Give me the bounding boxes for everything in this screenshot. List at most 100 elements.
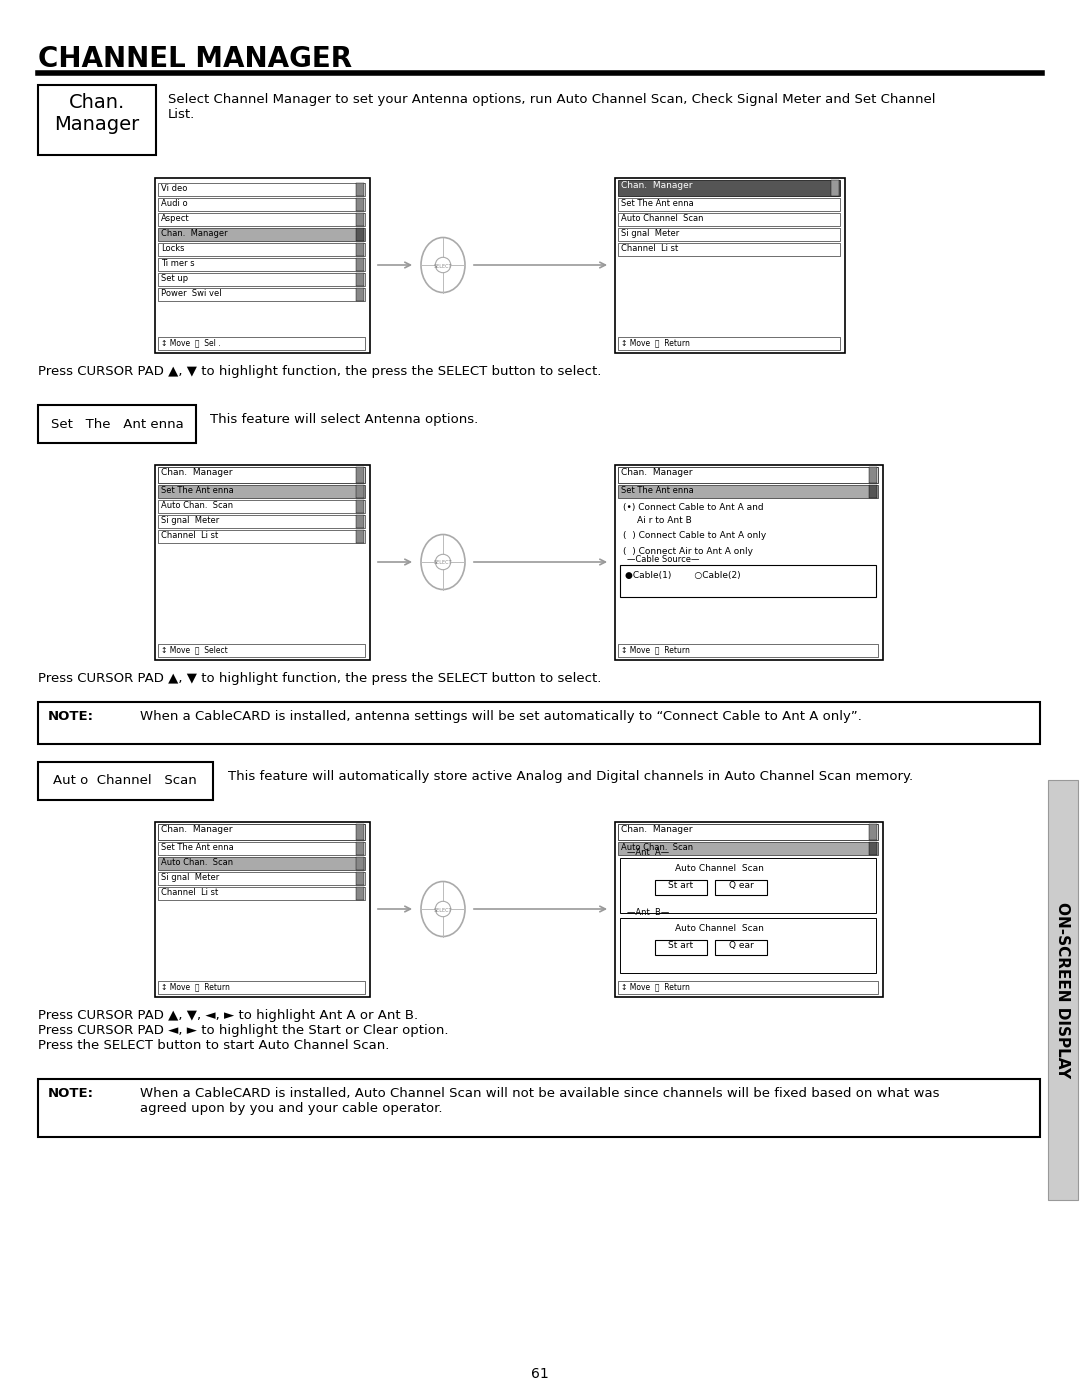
Bar xyxy=(156,177,370,353)
Text: Auto Channel  Scan: Auto Channel Scan xyxy=(675,863,764,873)
Bar xyxy=(356,515,364,528)
Bar xyxy=(38,703,1040,745)
Text: St art: St art xyxy=(669,942,693,950)
Bar xyxy=(158,644,365,657)
Bar xyxy=(356,485,364,497)
Text: ↕ Move  Ⓢ  Return: ↕ Move Ⓢ Return xyxy=(621,645,690,654)
Bar xyxy=(618,337,840,351)
Text: SELECT: SELECT xyxy=(434,560,453,566)
Ellipse shape xyxy=(435,257,450,272)
Text: CHANNEL MANAGER: CHANNEL MANAGER xyxy=(38,45,352,73)
Text: Vi deo: Vi deo xyxy=(161,184,187,193)
Text: Si gnal  Meter: Si gnal Meter xyxy=(161,873,219,882)
Text: Channel  Li st: Channel Li st xyxy=(161,531,218,541)
Ellipse shape xyxy=(435,901,450,916)
Bar xyxy=(356,467,364,483)
Bar xyxy=(869,824,877,840)
Bar xyxy=(356,183,364,196)
Text: NOTE:: NOTE: xyxy=(48,710,94,724)
Text: When a CableCARD is installed, antenna settings will be set automatically to “Co: When a CableCARD is installed, antenna s… xyxy=(140,710,862,724)
Bar xyxy=(356,872,364,886)
Text: Chan.  Manager: Chan. Manager xyxy=(161,826,232,834)
Bar xyxy=(156,465,370,659)
Bar xyxy=(38,85,156,155)
Bar xyxy=(356,529,364,543)
Text: Ti mer s: Ti mer s xyxy=(161,258,194,268)
Bar xyxy=(356,856,364,870)
Text: (  ) Connect Air to Ant A only: ( ) Connect Air to Ant A only xyxy=(623,548,753,556)
Bar xyxy=(158,981,365,995)
Bar xyxy=(618,228,840,242)
Bar xyxy=(620,564,876,597)
Bar xyxy=(869,467,877,483)
Bar xyxy=(356,243,364,256)
Bar xyxy=(831,180,839,196)
Bar xyxy=(618,842,878,855)
Bar xyxy=(356,258,364,271)
Bar xyxy=(356,842,364,855)
Bar xyxy=(158,258,365,271)
Bar xyxy=(38,405,195,443)
Bar xyxy=(618,485,878,497)
Text: When a CableCARD is installed, Auto Channel Scan will not be available since cha: When a CableCARD is installed, Auto Chan… xyxy=(140,1087,940,1115)
Bar xyxy=(158,467,365,483)
Bar xyxy=(356,824,364,840)
Text: Chan.  Manager: Chan. Manager xyxy=(161,229,228,237)
Text: Q ear: Q ear xyxy=(729,882,754,890)
Bar xyxy=(869,842,877,855)
Text: Set   The   Ant enna: Set The Ant enna xyxy=(51,418,184,430)
Bar xyxy=(1048,780,1078,1200)
Text: Auto Chan.  Scan: Auto Chan. Scan xyxy=(161,858,233,868)
Bar xyxy=(618,180,840,196)
Bar xyxy=(156,821,370,997)
Text: Channel  Li st: Channel Li st xyxy=(621,244,678,253)
Text: ↕ Move  Ⓢ  Select: ↕ Move Ⓢ Select xyxy=(161,645,228,654)
Text: Power  Swi vel: Power Swi vel xyxy=(161,289,221,298)
Text: Aut o  Channel   Scan: Aut o Channel Scan xyxy=(53,774,197,788)
Bar xyxy=(158,243,365,256)
Text: Auto Channel  Scan: Auto Channel Scan xyxy=(621,214,703,224)
Text: 61: 61 xyxy=(531,1368,549,1382)
Text: This feature will select Antenna options.: This feature will select Antenna options… xyxy=(210,414,478,426)
Text: Chan.  Manager: Chan. Manager xyxy=(161,468,232,476)
Bar xyxy=(618,824,878,840)
Bar xyxy=(158,272,365,286)
Text: ↕ Move  Ⓢ  Return: ↕ Move Ⓢ Return xyxy=(621,982,690,990)
Text: Auto Chan.  Scan: Auto Chan. Scan xyxy=(161,502,233,510)
Ellipse shape xyxy=(421,535,465,590)
Text: Set up: Set up xyxy=(161,274,188,284)
Bar xyxy=(715,880,767,895)
Text: SELECT: SELECT xyxy=(434,908,453,912)
Ellipse shape xyxy=(421,237,465,292)
Text: Set The Ant enna: Set The Ant enna xyxy=(621,486,693,495)
Bar xyxy=(158,529,365,543)
Text: Chan.  Manager: Chan. Manager xyxy=(621,182,692,190)
Bar xyxy=(654,880,707,895)
Text: Press CURSOR PAD ▲, ▼, ◄, ► to highlight Ant A or Ant B.
Press CURSOR PAD ◄, ► t: Press CURSOR PAD ▲, ▼, ◄, ► to highlight… xyxy=(38,1009,448,1052)
Text: Set The Ant enna: Set The Ant enna xyxy=(161,486,233,495)
Bar xyxy=(618,243,840,256)
Bar xyxy=(158,515,365,528)
Bar xyxy=(38,1078,1040,1137)
Text: NOTE:: NOTE: xyxy=(48,1087,94,1099)
Text: This feature will automatically store active Analog and Digital channels in Auto: This feature will automatically store ac… xyxy=(228,770,913,782)
Bar xyxy=(618,212,840,226)
Bar xyxy=(615,821,883,997)
Bar xyxy=(356,288,364,300)
Text: Auto Chan.  Scan: Auto Chan. Scan xyxy=(621,842,693,852)
Text: Set The Ant enna: Set The Ant enna xyxy=(621,198,693,208)
Bar xyxy=(38,761,213,800)
Text: Set The Ant enna: Set The Ant enna xyxy=(161,842,233,852)
Text: Si gnal  Meter: Si gnal Meter xyxy=(621,229,679,237)
Bar xyxy=(158,183,365,196)
Bar xyxy=(158,500,365,513)
Text: Aspect: Aspect xyxy=(161,214,190,224)
Bar xyxy=(356,212,364,226)
Bar xyxy=(620,918,876,972)
Text: ↕ Move  Ⓢ  Return: ↕ Move Ⓢ Return xyxy=(621,338,690,346)
Text: —Cable Source—: —Cable Source— xyxy=(627,555,700,564)
Bar xyxy=(356,272,364,286)
Text: St art: St art xyxy=(669,882,693,890)
Text: Si gnal  Meter: Si gnal Meter xyxy=(161,515,219,525)
Text: ON-SCREEN DISPLAY: ON-SCREEN DISPLAY xyxy=(1055,902,1070,1078)
